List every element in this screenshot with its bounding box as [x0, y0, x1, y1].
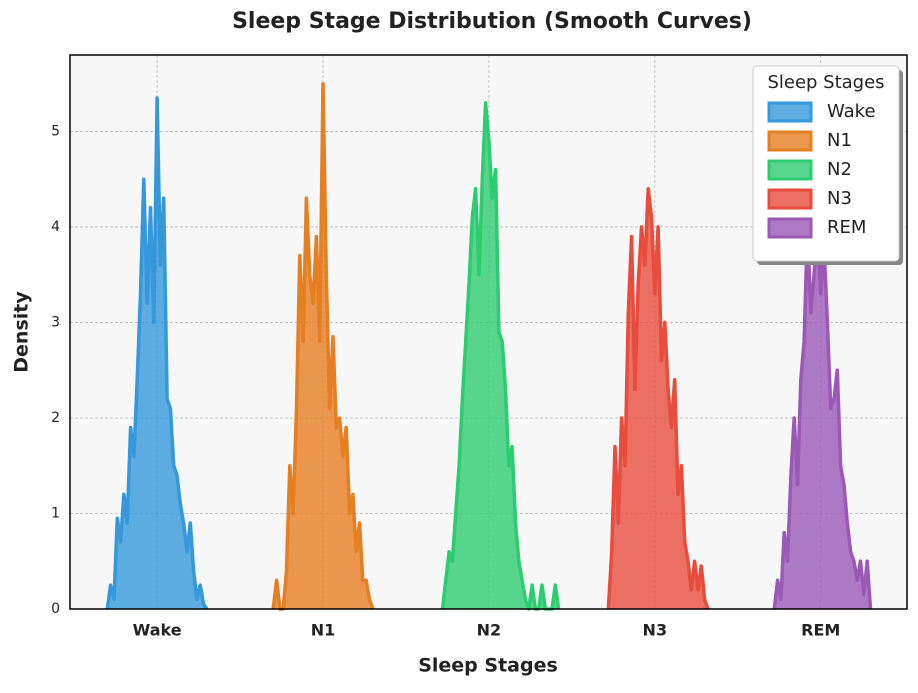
legend-title: Sleep Stages	[767, 72, 884, 93]
y-tick-label: 5	[51, 123, 60, 139]
legend-label: Wake	[827, 101, 876, 122]
area-line	[772, 225, 873, 610]
legend-label: N2	[827, 159, 852, 180]
y-axis-label: Density	[11, 291, 33, 373]
y-tick-label: 1	[51, 505, 60, 521]
area-fill	[107, 98, 207, 609]
x-tick-label: N2	[477, 621, 502, 640]
y-tick-label: 3	[51, 314, 60, 330]
area-line	[271, 81, 375, 611]
legend-swatch	[767, 130, 813, 152]
chart-title: Sleep Stage Distribution (Smooth Curves)	[232, 9, 752, 34]
legend-swatch	[767, 188, 813, 210]
legend-label: N1	[827, 130, 852, 151]
area-line	[440, 101, 561, 611]
legend-swatch	[767, 101, 813, 123]
y-tick-label: 0	[51, 601, 60, 617]
legend-swatch	[767, 217, 813, 239]
plot-frame	[69, 54, 908, 610]
area-line	[606, 186, 710, 610]
area-fill	[442, 102, 559, 610]
x-axis-label: Sleep Stages	[418, 655, 558, 677]
x-tick-label: N1	[311, 621, 336, 640]
x-tick-label: Wake	[133, 621, 182, 640]
legend-label: N3	[827, 188, 852, 209]
x-tick-label: REM	[801, 621, 840, 640]
y-tick-label: 4	[51, 219, 60, 235]
x-tick-label: N3	[643, 621, 668, 640]
legend-label: REM	[827, 217, 866, 238]
area-line	[105, 96, 209, 610]
y-tick-label: 2	[51, 410, 60, 426]
legend-swatch	[767, 159, 813, 181]
